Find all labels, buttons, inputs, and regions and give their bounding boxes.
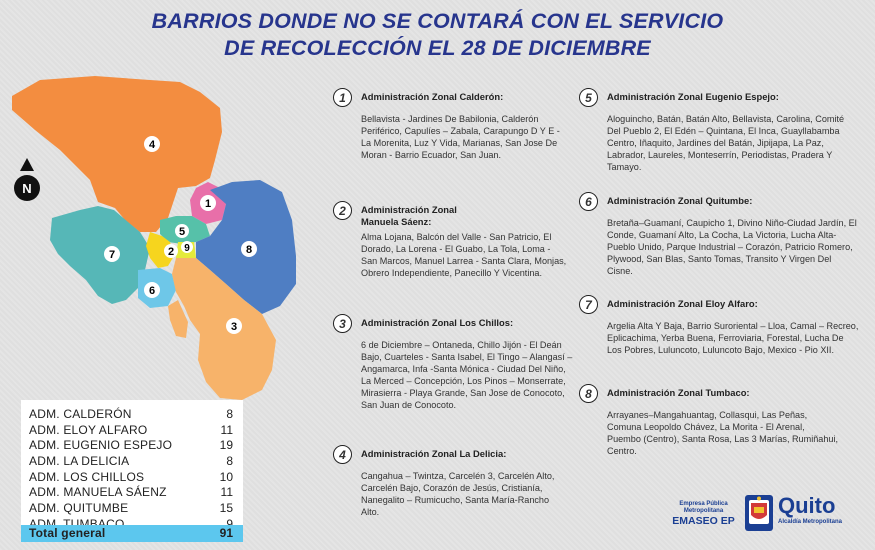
section-body: Argelia Alta Y Baja, Barrio Suroriental … — [607, 321, 859, 355]
section-number: 2 — [333, 201, 352, 220]
svg-text:1: 1 — [205, 198, 211, 210]
row-value: 15 — [219, 501, 233, 516]
row-name: ADM. MANUELA SÁENZ — [29, 485, 167, 500]
row-value: 11 — [220, 422, 233, 437]
zone-label-1: 1 — [200, 195, 216, 211]
section-body: Bretaña–Guamaní, Caupicho 1, Divino Niño… — [607, 218, 857, 276]
zone-label-8: 8 — [241, 241, 257, 257]
zone-label-4: 4 — [144, 136, 160, 152]
zone-7-area — [50, 206, 150, 304]
north-indicator: N — [12, 158, 42, 206]
row-value: 9 — [226, 516, 233, 531]
zone-label-3: 3 — [226, 318, 242, 334]
svg-text:6: 6 — [149, 285, 155, 297]
zone-3-area — [172, 258, 276, 400]
section-number: 1 — [333, 88, 352, 107]
row-name: ADM. CALDERÓN — [29, 407, 132, 421]
section-quitumbe: 6 Administración Zonal Quitumbe: Bretaña–… — [579, 192, 859, 277]
north-label: N — [14, 175, 40, 201]
section-number: 5 — [579, 88, 598, 107]
section-title: Administración Zonal Calderón: — [361, 91, 504, 102]
row-value: 8 — [226, 407, 233, 421]
section-number: 4 — [333, 445, 352, 464]
zone-4-area — [12, 76, 222, 232]
table-row: ADM. LA DELICIA 8 — [21, 454, 243, 470]
table-row: ADM. EUGENIO ESPEJO 19 — [21, 438, 243, 454]
table-row: ADM. CALDERÓN 8 — [21, 407, 243, 423]
row-name: ADM. QUITUMBE — [29, 501, 129, 516]
row-value: 19 — [219, 438, 233, 453]
zone-3-tail — [168, 300, 188, 338]
svg-text:7: 7 — [109, 249, 115, 261]
zone-label-7: 7 — [104, 246, 120, 262]
emaseo-line1: Empresa Pública — [679, 501, 728, 507]
row-value: 10 — [219, 469, 233, 484]
page-title: BARRIOS DONDE NO SE CONTARÁ CON EL SERVI… — [0, 8, 875, 62]
table-row: ADM. LOS CHILLOS 10 — [21, 470, 243, 486]
row-name: ADM. ELOY ALFARO — [29, 422, 148, 437]
section-eloy-alfaro: 7 Administración Zonal Eloy Alfaro: Argel… — [579, 295, 859, 356]
total-value: 91 — [219, 526, 233, 540]
section-body: Arrayanes–Mangahuantag, Collasqui, Las P… — [607, 410, 838, 456]
total-label: Total general — [29, 526, 106, 540]
quito-logo: Quito Alcaldía Metropolitana — [778, 493, 842, 526]
emaseo-logo: Empresa Pública Metropolitana EMASEO EP — [667, 501, 740, 527]
table-row: ADM. QUITUMBE 15 — [21, 501, 243, 517]
section-la-delicia: 4 Administración Zonal La Delicia: Cangah… — [333, 445, 568, 518]
section-eugenio-espejo: 5 Administración Zonal Eugenio Espejo: Al… — [579, 88, 859, 173]
section-body: Aloguincho, Batán, Batán Alto, Bellavist… — [607, 114, 845, 172]
section-number: 7 — [579, 295, 598, 314]
section-body: 6 de Diciembre – Ontaneda, Chillo Jijón … — [361, 340, 573, 410]
section-title: Administración Zonal Eugenio Espejo: — [607, 91, 779, 102]
section-title: Administración Zonal Manuela Sáenz: — [361, 204, 457, 227]
section-body: Cangahua – Twintza, Carcelén 3, Carcelén… — [361, 471, 555, 517]
section-number: 8 — [579, 384, 598, 403]
emaseo-line2: Metropolitana — [683, 508, 724, 514]
svg-text:4: 4 — [149, 139, 156, 151]
svg-text:8: 8 — [246, 244, 252, 256]
section-los-chillos: 3 Administración Zonal Los Chillos: 6 de … — [333, 314, 573, 411]
section-title: Administración Zonal Eloy Alfaro: — [607, 298, 758, 309]
emaseo-name: EMASEO EP — [672, 515, 735, 527]
svg-text:5: 5 — [179, 226, 185, 238]
north-arrow-icon — [20, 158, 34, 171]
table-row: ADM. ELOY ALFARO 11 — [21, 423, 243, 439]
zone-label-6: 6 — [144, 282, 160, 298]
section-tumbaco: 8 Administración Zonal Tumbaco: Arrayanes… — [579, 384, 839, 457]
section-title: Administración Zonal Tumbaco: — [607, 387, 750, 398]
row-value: 8 — [226, 454, 233, 469]
zone-label-5: 5 — [175, 224, 189, 238]
quito-name: Quito — [778, 493, 836, 518]
section-manuela-saenz: 2 Administración Zonal Manuela Sáenz: Alm… — [333, 201, 568, 279]
section-body: Bellavista - Jardines De Babilonia, Cald… — [361, 114, 560, 160]
svg-text:9: 9 — [184, 243, 190, 254]
section-body: Alma Lojana, Balcón del Valle - San Patr… — [361, 232, 567, 278]
svg-text:2: 2 — [168, 246, 174, 258]
row-name: ADM. EUGENIO ESPEJO — [29, 438, 173, 453]
section-number: 6 — [579, 192, 598, 211]
section-title: Administración Zonal La Delicia: — [361, 448, 507, 459]
row-name: ADM. LA DELICIA — [29, 454, 130, 469]
summary-table: ADM. CALDERÓN 8 ADM. ELOY ALFARO 11 ADM. E… — [21, 400, 243, 542]
title-line-1: BARRIOS DONDE NO SE CONTARÁ CON EL SERVI… — [151, 9, 724, 33]
row-name: ADM. LOS CHILLOS — [29, 469, 145, 484]
zone-2-area — [146, 232, 174, 268]
title-line-2: DE RECOLECCIÓN EL 28 DE DICIEMBRE — [224, 36, 651, 60]
section-calderon: 1 Administración Zonal Calderón: Bellavis… — [333, 88, 568, 161]
section-title: Administración Zonal Los Chillos: — [361, 317, 514, 328]
svg-text:3: 3 — [231, 321, 237, 333]
zone-label-9: 9 — [181, 241, 193, 254]
section-number: 3 — [333, 314, 352, 333]
table-total-row: Total general 91 — [21, 525, 243, 542]
table-row: ADM. MANUELA SÁENZ 11 — [21, 485, 243, 501]
quito-subtitle: Alcaldía Metropolitana — [778, 519, 843, 525]
zones-map: 4 1 5 2 9 7 8 6 3 — [12, 76, 296, 400]
footer-logos: Empresa Pública Metropolitana EMASEO EP … — [667, 490, 872, 540]
section-title: Administración Zonal Quitumbe: — [607, 195, 753, 206]
row-value: 11 — [220, 485, 233, 500]
quito-crest-icon — [745, 495, 773, 531]
zone-label-2: 2 — [164, 244, 178, 258]
